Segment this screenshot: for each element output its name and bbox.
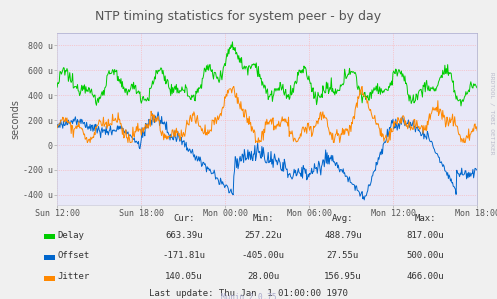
Text: RRDTOOL / TOBI OETIKER: RRDTOOL / TOBI OETIKER	[490, 72, 495, 155]
Text: Munin 2.0.75: Munin 2.0.75	[221, 293, 276, 299]
Text: 257.22u: 257.22u	[245, 231, 282, 239]
Text: 488.79u: 488.79u	[324, 231, 362, 239]
Text: Jitter: Jitter	[58, 272, 90, 281]
Text: Delay: Delay	[58, 231, 84, 239]
Text: 663.39u: 663.39u	[165, 231, 203, 239]
Text: 817.00u: 817.00u	[406, 231, 444, 239]
Text: Avg:: Avg:	[332, 214, 354, 223]
Text: Min:: Min:	[252, 214, 274, 223]
Text: 140.05u: 140.05u	[165, 272, 203, 281]
Text: Cur:: Cur:	[173, 214, 195, 223]
Text: Offset: Offset	[58, 251, 90, 260]
Text: 156.95u: 156.95u	[324, 272, 362, 281]
Text: 28.00u: 28.00u	[248, 272, 279, 281]
Text: Last update: Thu Jan  1 01:00:00 1970: Last update: Thu Jan 1 01:00:00 1970	[149, 289, 348, 298]
Text: NTP timing statistics for system peer - by day: NTP timing statistics for system peer - …	[95, 10, 382, 23]
Y-axis label: seconds: seconds	[10, 99, 20, 139]
Text: Max:: Max:	[414, 214, 436, 223]
Text: 466.00u: 466.00u	[406, 272, 444, 281]
Text: -171.81u: -171.81u	[163, 251, 205, 260]
Text: 27.55u: 27.55u	[327, 251, 359, 260]
Text: -405.00u: -405.00u	[242, 251, 285, 260]
Text: 500.00u: 500.00u	[406, 251, 444, 260]
